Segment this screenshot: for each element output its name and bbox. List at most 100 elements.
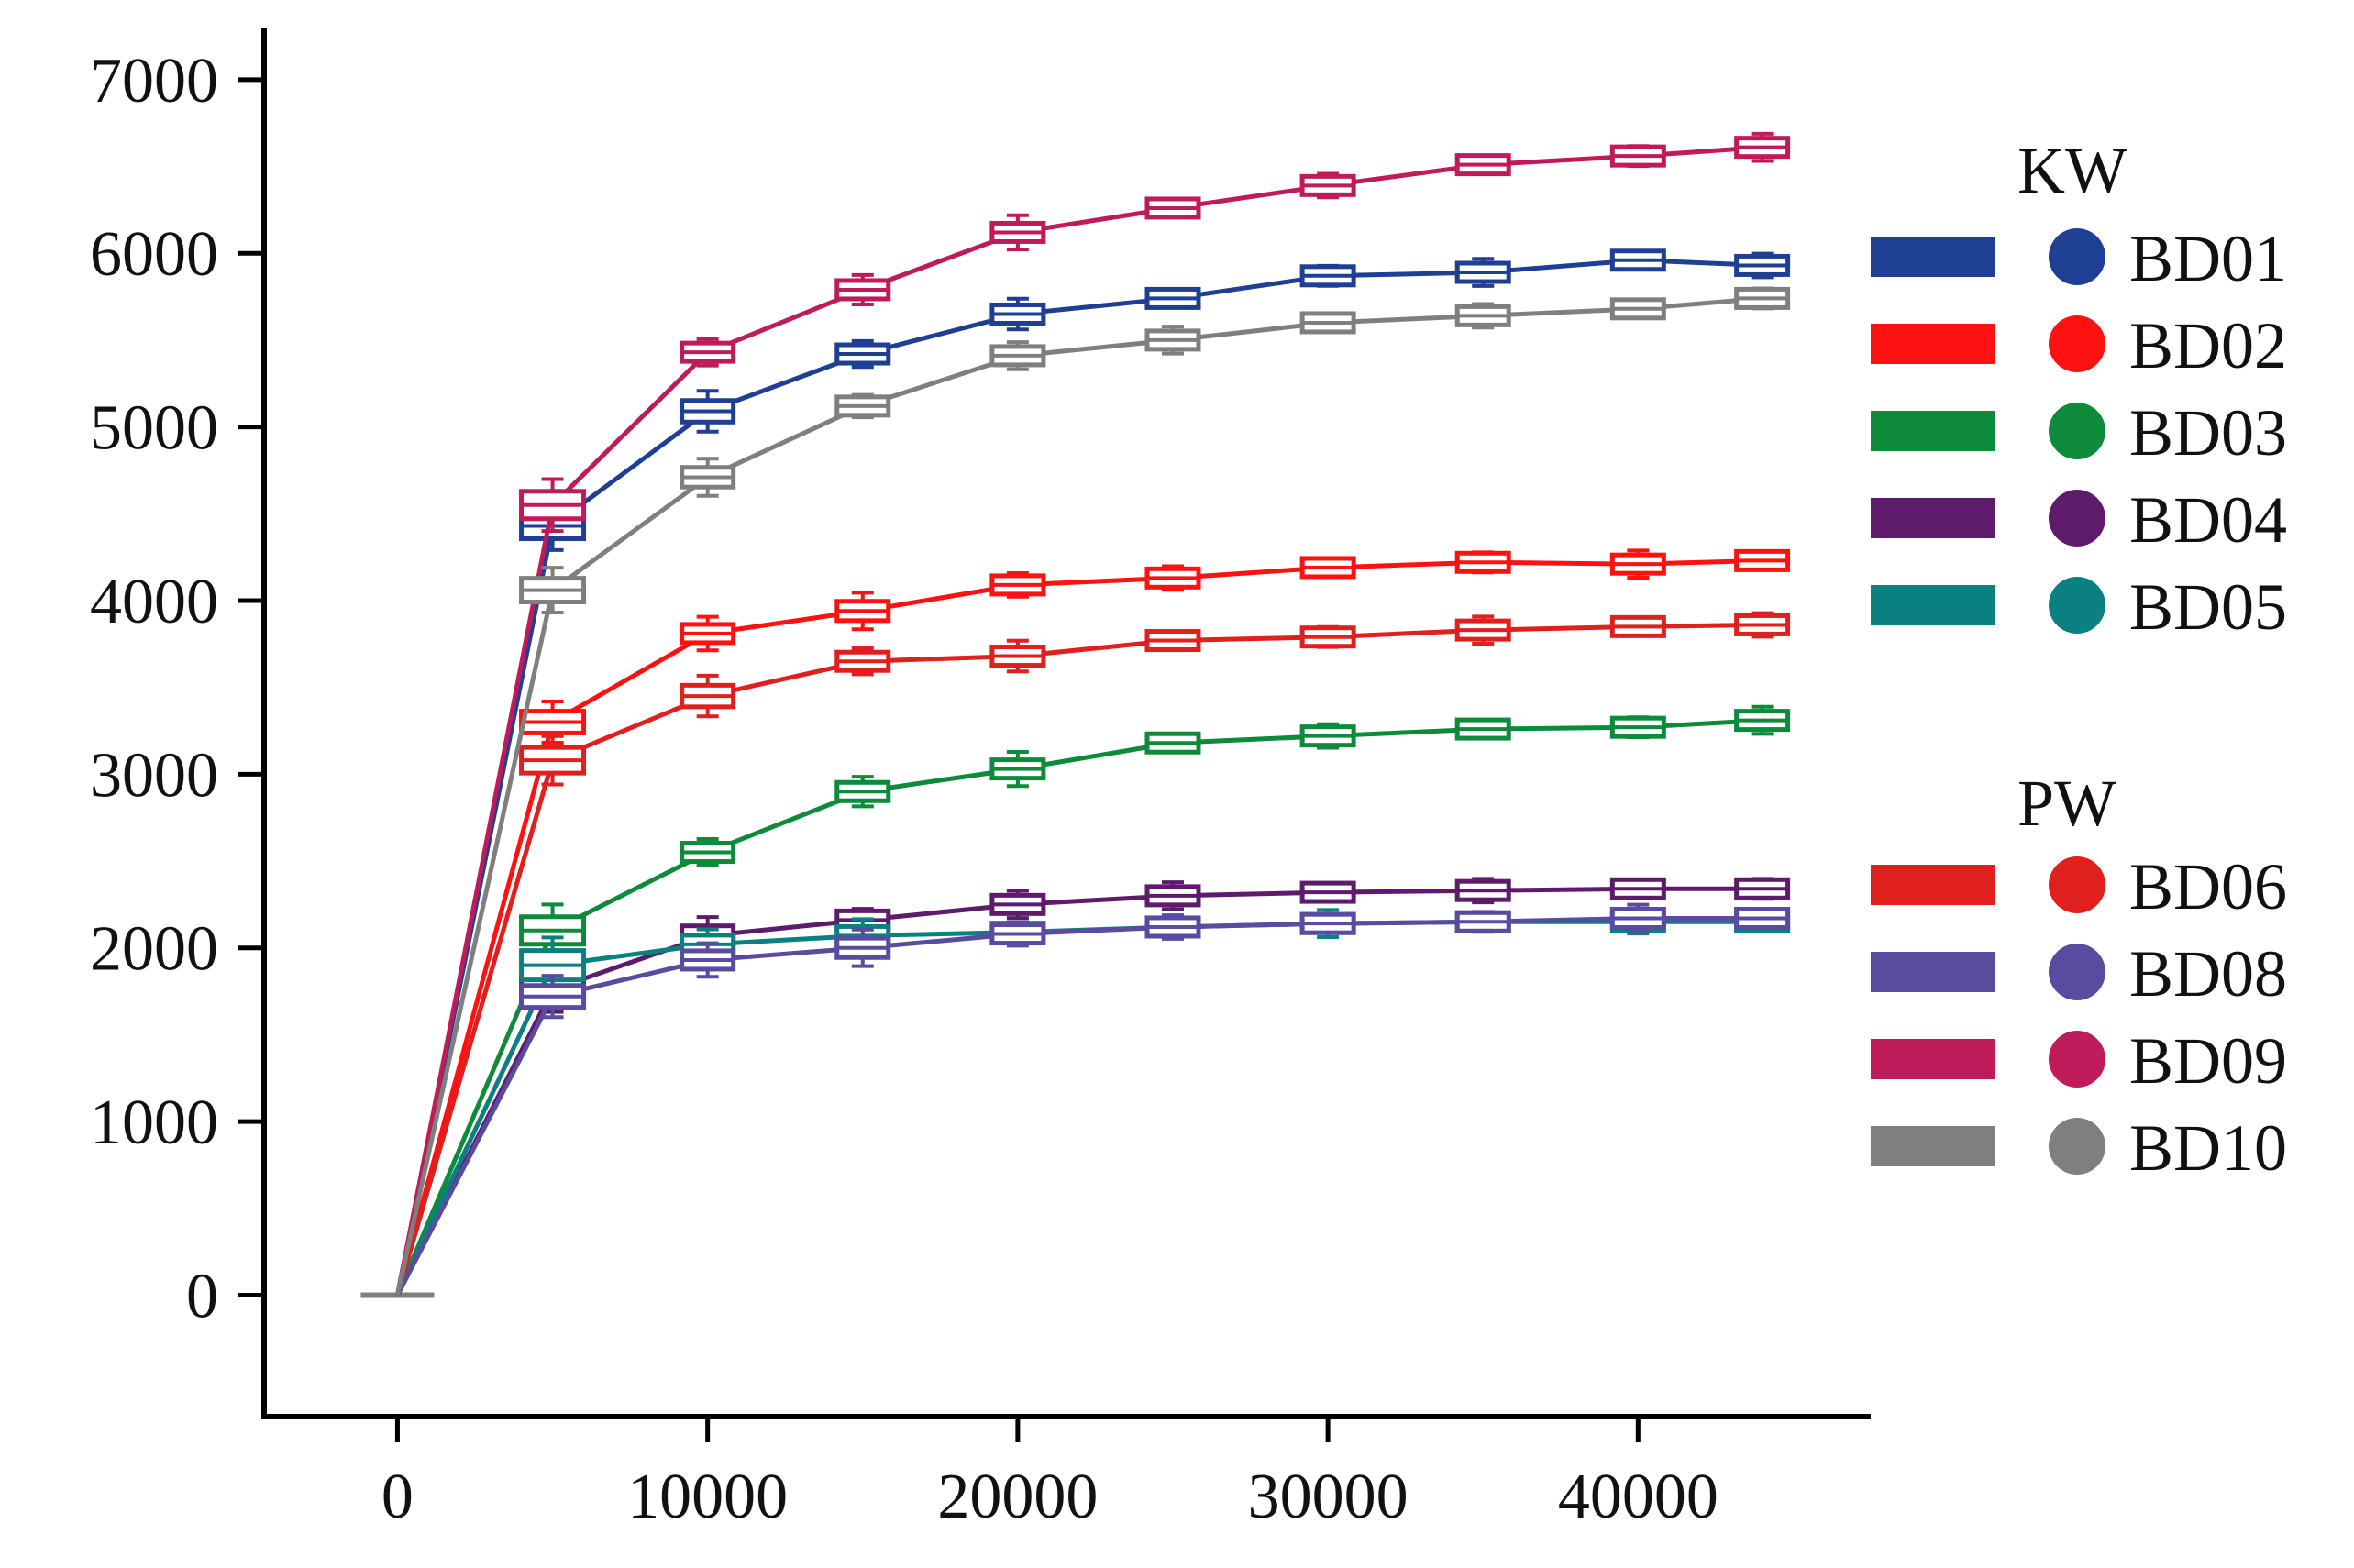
data-point-bd03 (1144, 731, 1201, 755)
series-group (394, 131, 1791, 1297)
x-tick-label: 40000 (1558, 1462, 1719, 1532)
data-point-bd10 (680, 457, 736, 498)
data-point-bd09 (1734, 131, 1791, 163)
series-bd01 (394, 248, 1791, 1296)
data-point-bd08 (1734, 906, 1791, 930)
legend-marker (2049, 228, 2105, 285)
legend-label: BD09 (2129, 1024, 2287, 1098)
series-line-bd04 (395, 886, 1763, 1297)
legend-item-bd04: BD04 (1871, 483, 2287, 557)
data-point-bd06 (1609, 614, 1666, 638)
series-line-bd10 (394, 295, 1763, 1296)
data-point-bd09 (834, 272, 891, 307)
legend-swatch (1871, 952, 1995, 992)
legend-marker (2049, 315, 2105, 372)
series-bd04 (395, 877, 1791, 1297)
data-point-bd01 (680, 389, 736, 434)
data-point-bd08 (989, 920, 1046, 948)
legend-label: BD04 (2129, 483, 2287, 557)
data-point-bd02 (1454, 550, 1511, 575)
data-point-bd03 (680, 837, 736, 868)
series-line-bd06 (395, 622, 1763, 1297)
legend-label: BD08 (2129, 937, 2287, 1010)
data-point-bd09 (519, 477, 587, 534)
axes: 0 1000 2000 3000 4000 5000 6000 7000 0 10000 20000… (90, 28, 1871, 1532)
series-bd02 (395, 548, 1791, 1297)
data-point-bd03 (989, 749, 1046, 789)
data-point-bd01 (1144, 286, 1201, 310)
data-point-bd04 (1299, 880, 1356, 904)
x-tick-label: 10000 (627, 1462, 788, 1532)
data-point-bd04 (1144, 880, 1201, 911)
legend-marker (2049, 944, 2105, 1000)
data-point-bd04 (1454, 877, 1511, 905)
data-point-bd06 (989, 638, 1046, 674)
data-point-bd09 (1454, 153, 1511, 177)
legend-marker (2049, 490, 2105, 547)
data-point-bd08 (834, 927, 891, 968)
data-point-bd03 (1299, 722, 1356, 750)
legend-marker (2049, 403, 2105, 459)
data-point-bd06 (1454, 614, 1511, 646)
data-point-bd01 (1299, 263, 1356, 288)
y-tick-label: 7000 (90, 46, 218, 116)
y-tick-label: 6000 (90, 219, 218, 290)
legend-marker (2049, 577, 2105, 634)
legend-swatch (1871, 865, 1995, 905)
legend-label: BD10 (2129, 1111, 2287, 1185)
data-point-bd08 (680, 941, 736, 979)
data-point-bd08 (519, 974, 587, 1020)
data-point-bd06 (1144, 628, 1201, 652)
series-line-bd09 (394, 145, 1763, 1296)
legend-item-bd03: BD03 (1871, 396, 2287, 469)
series-bd09 (394, 131, 1791, 1296)
data-point-bd09 (680, 337, 736, 368)
legend-marker (2049, 1118, 2105, 1175)
data-point-bd01 (834, 338, 891, 370)
series-line-bd01 (394, 258, 1763, 1296)
data-point-bd08 (1299, 911, 1356, 935)
data-point-bd06 (834, 646, 891, 677)
data-point-bd09 (1144, 196, 1201, 220)
legend-swatch (1871, 237, 1995, 277)
data-point-bd02 (1144, 564, 1201, 592)
legend-swatch (1871, 585, 1995, 625)
legend-label: BD02 (2129, 309, 2287, 382)
data-point-bd09 (1299, 171, 1356, 200)
legend-item-bd05: BD05 (1871, 570, 2287, 644)
x-tick-label: 30000 (1248, 1462, 1409, 1532)
data-point-bd06 (680, 673, 736, 719)
legend-marker (2049, 856, 2105, 913)
series-line-bd05 (395, 919, 1763, 1297)
legend-swatch (1871, 498, 1995, 538)
series-bd06 (395, 611, 1791, 1297)
series-bd05 (395, 908, 1791, 1297)
data-point-bd01 (1609, 248, 1666, 272)
legend-title-pw: PW (2017, 767, 2116, 840)
data-point-bd04 (1734, 877, 1791, 901)
y-tick-label: 0 (186, 1261, 218, 1331)
data-point-bd09 (989, 213, 1046, 252)
data-point-bd09 (1609, 144, 1666, 169)
legend-label: BD05 (2129, 570, 2287, 644)
y-tick-label: 4000 (90, 567, 218, 637)
data-point-bd08 (1144, 913, 1201, 941)
data-point-bd03 (834, 775, 891, 809)
data-point-bd01 (1454, 257, 1511, 288)
x-tick-label: 0 (381, 1462, 414, 1532)
data-point-bd04 (989, 889, 1046, 921)
series-line-bd02 (395, 558, 1763, 1297)
legend-swatch (1871, 324, 1995, 364)
legend-marker (2049, 1031, 2105, 1088)
series-bd08 (395, 902, 1791, 1297)
x-tick-label: 20000 (937, 1462, 1098, 1532)
legend-item-bd01: BD01 (1871, 222, 2287, 295)
data-point-bd02 (1609, 548, 1666, 580)
data-point-bd02 (1734, 548, 1791, 572)
series-bd10 (394, 286, 1791, 1296)
legend-item-bd08: BD08 (1871, 937, 2287, 1010)
legend-item-bd10: BD10 (1871, 1111, 2287, 1185)
